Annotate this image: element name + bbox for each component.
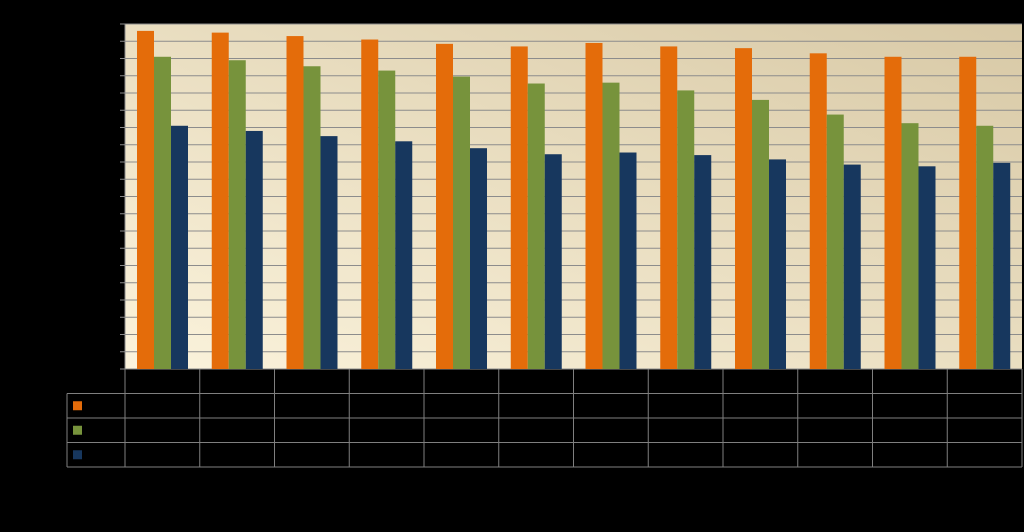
bar bbox=[453, 76, 470, 370]
gridlines bbox=[120, 23, 1022, 370]
bar bbox=[211, 32, 229, 369]
bar bbox=[228, 60, 246, 369]
bar bbox=[918, 166, 936, 369]
bar bbox=[171, 125, 188, 370]
bar bbox=[677, 90, 695, 369]
bar bbox=[303, 66, 321, 369]
bar bbox=[959, 56, 977, 370]
bar bbox=[752, 99, 769, 370]
bar bbox=[884, 56, 902, 370]
bar bbox=[544, 154, 562, 369]
bar bbox=[470, 148, 487, 369]
bar bbox=[694, 155, 712, 369]
bar bbox=[527, 83, 545, 369]
bar bbox=[901, 123, 919, 369]
bar bbox=[809, 53, 827, 369]
bars bbox=[137, 30, 1011, 370]
legend-key bbox=[73, 425, 82, 435]
bar bbox=[769, 159, 786, 369]
bar bbox=[585, 42, 603, 369]
bar bbox=[843, 164, 861, 369]
data-table bbox=[66, 369, 1023, 468]
bar bbox=[245, 130, 263, 369]
bar bbox=[510, 46, 528, 370]
bar bbox=[436, 43, 453, 370]
bar bbox=[137, 30, 154, 370]
bar bbox=[154, 56, 171, 370]
bar bbox=[660, 46, 678, 370]
bar bbox=[361, 39, 379, 370]
bar bbox=[395, 141, 413, 369]
bar bbox=[826, 114, 844, 369]
bar bbox=[286, 36, 304, 369]
bar bbox=[735, 48, 752, 370]
bar bbox=[378, 70, 396, 369]
bar bbox=[993, 162, 1011, 369]
bar bbox=[976, 125, 994, 370]
legend-key bbox=[73, 401, 82, 411]
bar bbox=[320, 136, 338, 369]
legend-key bbox=[73, 450, 82, 460]
bar bbox=[602, 82, 620, 370]
bar bbox=[619, 152, 637, 369]
